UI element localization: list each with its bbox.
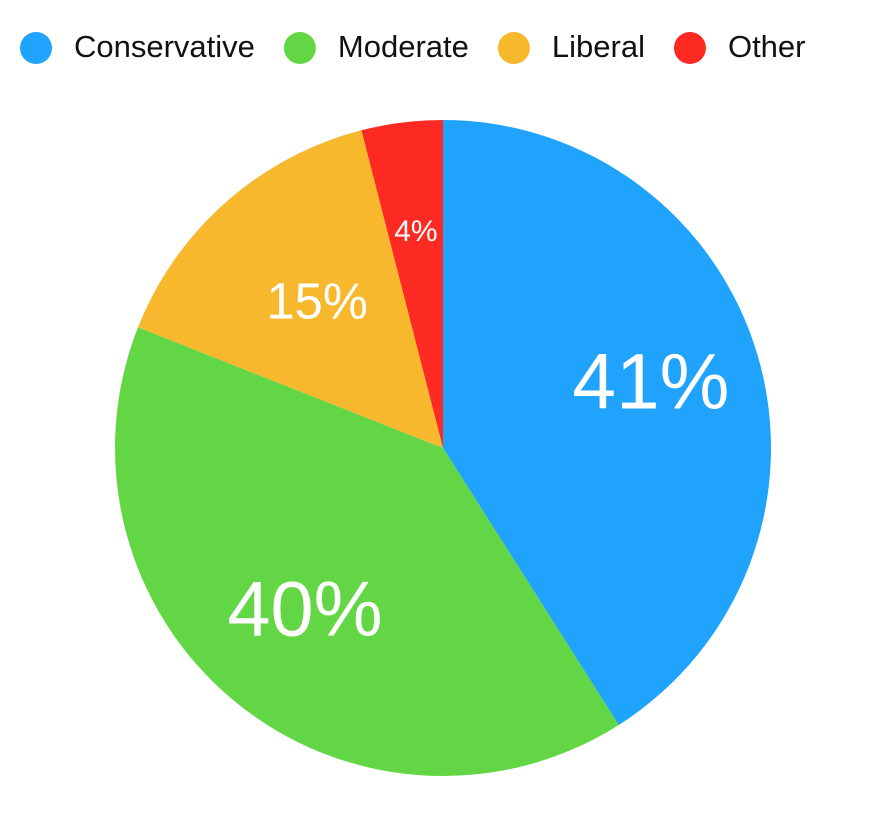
pie-slice [115,327,619,776]
slice-label: 4% [394,215,437,248]
legend-swatch [497,32,530,64]
legend-label: Moderate [338,29,469,64]
slice-label: 15% [267,273,368,330]
legend-label: Liberal [552,29,645,64]
legend-swatch [283,32,316,64]
legend-label: Conservative [74,29,255,64]
slice-label: 41% [572,337,729,425]
legend-label: Other [728,29,806,64]
pie-slice [443,120,771,725]
slice-label: 40% [227,566,382,652]
legend-swatch [20,32,52,64]
legend-swatch [673,32,706,64]
pie-slice [138,130,443,448]
pie-slice [361,120,443,448]
